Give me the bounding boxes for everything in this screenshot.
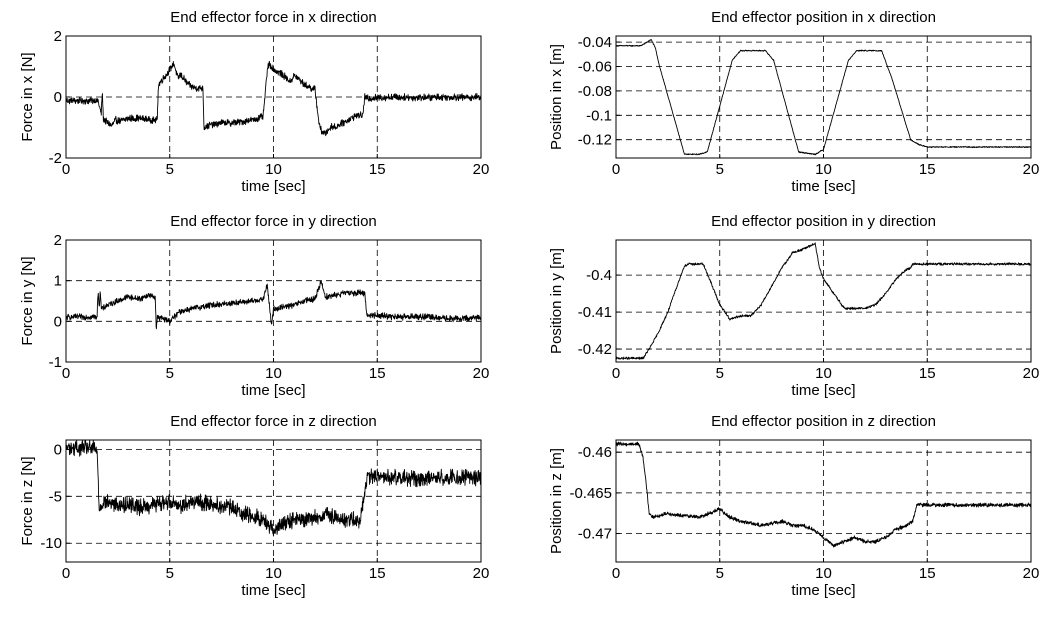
x-tick-label: 5 xyxy=(166,365,174,382)
y-tick-label: 2 xyxy=(54,28,62,45)
y-tick-label: -10 xyxy=(40,535,62,552)
y-axis-label: Position in y [m] xyxy=(548,248,565,354)
y-tick-label: -0.08 xyxy=(578,83,612,100)
data-series-line xyxy=(616,441,1031,548)
plot-border xyxy=(615,239,1032,363)
x-tick-label: 10 xyxy=(265,365,282,382)
plot-border xyxy=(615,35,1032,159)
x-tick-label: 5 xyxy=(166,565,174,582)
data-series-line xyxy=(66,60,481,137)
data-series-line xyxy=(616,242,1031,360)
plot-border xyxy=(65,239,482,363)
x-axis-label: time [sec] xyxy=(241,178,305,195)
y-tick-label: -0.06 xyxy=(578,59,612,76)
x-tick-label: 10 xyxy=(265,565,282,582)
x-tick-label: 10 xyxy=(815,365,832,382)
x-tick-label: 0 xyxy=(62,365,70,382)
chart-title: End effector position in y direction xyxy=(711,213,936,230)
chart-title: End effector force in y direction xyxy=(170,213,377,230)
x-axis-label: time [sec] xyxy=(791,582,855,599)
x-tick-label: 5 xyxy=(166,161,174,178)
y-axis-label: Force in x [N] xyxy=(19,52,36,141)
y-tick-label: 0 xyxy=(54,89,62,106)
x-tick-label: 15 xyxy=(919,565,936,582)
y-tick-label: -0.42 xyxy=(578,341,612,358)
x-tick-label: 20 xyxy=(1023,365,1040,382)
x-axis-label: time [sec] xyxy=(791,178,855,195)
y-tick-label: -0.465 xyxy=(569,485,612,502)
x-tick-label: 20 xyxy=(473,565,490,582)
chart-title: End effector position in x direction xyxy=(711,9,936,26)
x-tick-label: 20 xyxy=(473,161,490,178)
x-tick-label: 0 xyxy=(612,365,620,382)
y-axis-label: Position in x [m] xyxy=(548,44,565,150)
x-tick-label: 5 xyxy=(716,365,724,382)
y-tick-label: -0.47 xyxy=(578,526,612,543)
y-tick-label: -0.46 xyxy=(578,444,612,461)
x-tick-label: 0 xyxy=(62,161,70,178)
x-tick-label: 5 xyxy=(716,565,724,582)
y-tick-label: -5 xyxy=(49,488,62,505)
x-tick-label: 15 xyxy=(369,565,386,582)
chart-title: End effector position in z direction xyxy=(711,413,936,430)
chart-panel-2: 0 5 10 15 20 -0.04 -0.06 -0.08 -0.1 -0.12 End effe… xyxy=(548,9,1039,195)
x-tick-label: 15 xyxy=(919,365,936,382)
x-tick-label: 5 xyxy=(716,161,724,178)
y-tick-label: -2 xyxy=(49,150,62,167)
chart-panel-6: 0 5 10 15 20 -0.46 -0.465 -0.47 End effector pos… xyxy=(548,413,1039,599)
chart-title: End effector force in z direction xyxy=(170,413,377,430)
y-tick-label: -0.12 xyxy=(578,132,612,149)
data-series-line xyxy=(66,440,481,537)
y-tick-label: -0.4 xyxy=(586,267,612,284)
x-axis-label: time [sec] xyxy=(241,382,305,399)
x-tick-label: 15 xyxy=(369,161,386,178)
plot-border xyxy=(615,439,1032,563)
x-axis-label: time [sec] xyxy=(241,582,305,599)
x-tick-label: 15 xyxy=(919,161,936,178)
y-tick-label: -0.41 xyxy=(578,304,612,321)
y-tick-label: 1 xyxy=(54,273,62,290)
x-tick-label: 0 xyxy=(612,161,620,178)
data-series-line xyxy=(616,39,1031,156)
x-tick-label: 10 xyxy=(265,161,282,178)
data-series-line xyxy=(66,280,481,330)
y-axis-label: Position in z [m] xyxy=(548,448,565,554)
x-tick-label: 0 xyxy=(612,565,620,582)
y-axis-label: Force in y [N] xyxy=(19,256,36,345)
x-tick-label: 15 xyxy=(369,365,386,382)
x-tick-label: 10 xyxy=(815,161,832,178)
chart-title: End effector force in x direction xyxy=(170,9,377,26)
y-tick-label: 2 xyxy=(54,232,62,249)
x-tick-label: 10 xyxy=(815,565,832,582)
y-axis-label: Force in z [N] xyxy=(19,456,36,545)
chart-panel-4: 0 5 10 15 20 -0.4 -0.41 -0.42 End effector posit… xyxy=(548,213,1039,399)
chart-panel-5: 0 5 10 15 20 0 -5 -10 End effector force in z di… xyxy=(19,413,489,599)
y-tick-label: -0.04 xyxy=(578,34,612,51)
x-tick-label: 20 xyxy=(473,365,490,382)
y-tick-label: -0.1 xyxy=(586,107,612,124)
y-tick-label: 0 xyxy=(54,441,62,458)
x-tick-label: 20 xyxy=(1023,161,1040,178)
y-tick-label: 0 xyxy=(54,313,62,330)
x-tick-label: 20 xyxy=(1023,565,1040,582)
y-tick-label: -1 xyxy=(49,354,62,371)
x-axis-label: time [sec] xyxy=(791,382,855,399)
plot-border xyxy=(65,35,482,159)
x-tick-label: 0 xyxy=(62,565,70,582)
plot-border xyxy=(65,439,482,563)
